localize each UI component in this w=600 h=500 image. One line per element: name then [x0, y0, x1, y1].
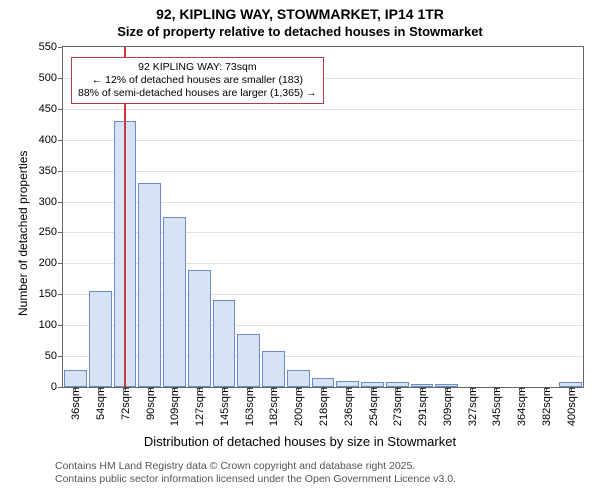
annotation-box: 92 KIPLING WAY: 73sqm← 12% of detached h… [71, 57, 324, 104]
caption-line2: Contains public sector information licen… [55, 473, 456, 485]
gridline [63, 171, 583, 172]
xtick-label: 36sqm [68, 387, 82, 420]
caption: Contains HM Land Registry data © Crown c… [55, 460, 590, 486]
xtick-label: 109sqm [167, 387, 181, 426]
bar [64, 370, 87, 387]
ytick-label: 150 [39, 288, 63, 300]
ytick-label: 50 [45, 350, 63, 362]
annotation-line3: 88% of semi-detached houses are larger (… [78, 87, 317, 99]
bar [213, 300, 236, 387]
ytick-label: 0 [51, 381, 63, 393]
bar [188, 270, 211, 387]
y-axis-label: Number of detached properties [16, 151, 30, 316]
xtick-label: 145sqm [217, 387, 231, 426]
bar [287, 370, 310, 387]
ytick-label: 450 [39, 103, 63, 115]
xtick-label: 291sqm [415, 387, 429, 426]
ytick-label: 200 [39, 257, 63, 269]
xtick-label: 273sqm [390, 387, 404, 426]
ytick-label: 500 [39, 72, 63, 84]
chart-container: 92, KIPLING WAY, STOWMARKET, IP14 1TR Si… [0, 0, 600, 500]
bar [237, 334, 260, 387]
xtick-label: 182sqm [266, 387, 280, 426]
ytick-label: 550 [39, 41, 63, 53]
annotation-line2: ← 12% of detached houses are smaller (18… [92, 74, 303, 86]
ytick-label: 300 [39, 196, 63, 208]
xtick-label: 200sqm [291, 387, 305, 426]
xtick-label: 236sqm [341, 387, 355, 426]
bar [89, 291, 112, 387]
xtick-label: 54sqm [93, 387, 107, 420]
xtick-label: 254sqm [366, 387, 380, 426]
annotation-line1: 92 KIPLING WAY: 73sqm [138, 61, 256, 73]
chart-title-line2: Size of property relative to detached ho… [0, 24, 600, 39]
ytick-label: 100 [39, 319, 63, 331]
chart-title-line1: 92, KIPLING WAY, STOWMARKET, IP14 1TR [0, 6, 600, 22]
caption-line1: Contains HM Land Registry data © Crown c… [55, 460, 415, 472]
xtick-label: 127sqm [192, 387, 206, 426]
xtick-label: 327sqm [465, 387, 479, 426]
gridline [63, 140, 583, 141]
xtick-label: 382sqm [539, 387, 553, 426]
xtick-label: 90sqm [143, 387, 157, 420]
xtick-label: 345sqm [489, 387, 503, 426]
bar [163, 217, 186, 387]
xtick-label: 218sqm [316, 387, 330, 426]
xtick-label: 364sqm [514, 387, 528, 426]
xtick-label: 72sqm [118, 387, 132, 420]
ytick-label: 250 [39, 226, 63, 238]
xtick-label: 309sqm [440, 387, 454, 426]
xtick-label: 163sqm [242, 387, 256, 426]
ytick-label: 400 [39, 134, 63, 146]
x-axis-label: Distribution of detached houses by size … [0, 434, 600, 449]
bar [312, 378, 335, 387]
xtick-label: 400sqm [564, 387, 578, 426]
ytick-label: 350 [39, 165, 63, 177]
bar [138, 183, 161, 387]
gridline [63, 109, 583, 110]
bar [262, 351, 285, 387]
plot-area: 05010015020025030035040045050055036sqm54… [62, 46, 584, 388]
